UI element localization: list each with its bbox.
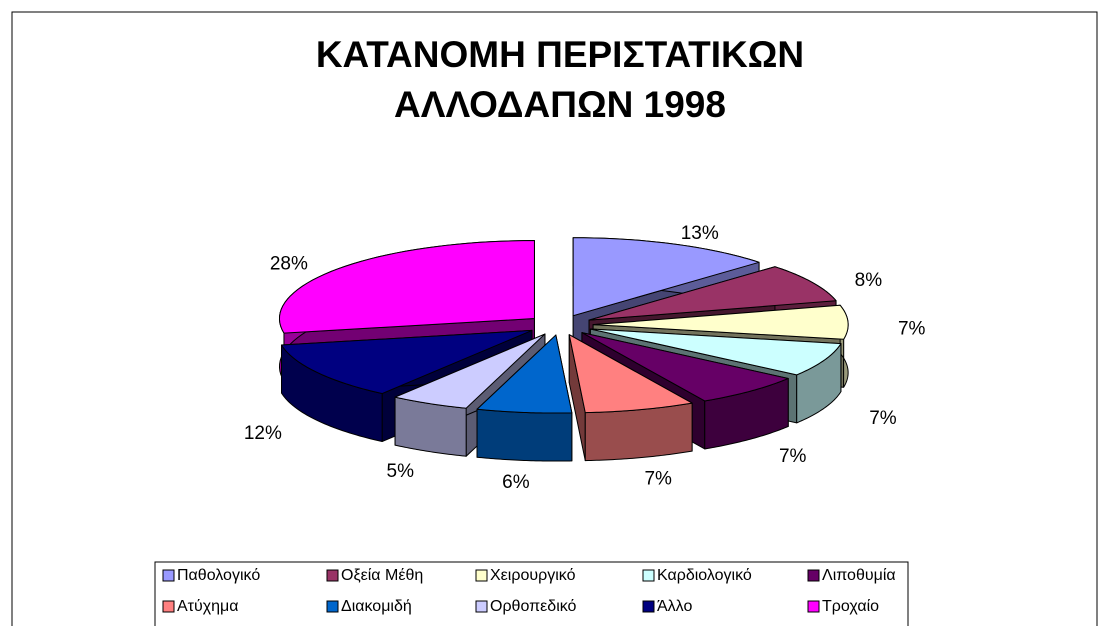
legend-box (154, 561, 909, 626)
data-label: 7% (644, 469, 672, 490)
slice-top (592, 304, 849, 340)
legend-label: Τροχαίο (822, 598, 879, 615)
legend-swatch (162, 600, 175, 613)
slice-top (581, 332, 789, 402)
slice-top (568, 334, 693, 414)
data-label: 8% (855, 270, 883, 291)
legend-label: Ατύχημα (177, 598, 239, 615)
legend-swatch (162, 569, 175, 582)
slice-top (281, 329, 533, 395)
legend-label: Λιποθυμία (822, 567, 896, 584)
legend-label: Παθολογικό (177, 567, 260, 584)
pie-slice (476, 334, 573, 462)
legend-label: Ορθοπεδικό (490, 598, 577, 615)
slice-top (572, 237, 760, 317)
legend-label: Χειρουργικό (490, 567, 576, 584)
data-label: 7% (869, 408, 897, 429)
slice-top (476, 334, 573, 414)
slice-wall (476, 408, 573, 462)
data-label: 28% (270, 253, 308, 274)
slice-top (589, 328, 842, 376)
chart-title: ΚΑΤΑΝΟΜΗ ΠΕΡΙΣΤΑΤΙΚΩΝ (316, 34, 804, 75)
legend-label: Καρδιολογικό (657, 567, 752, 584)
pie-slice (568, 334, 693, 462)
data-label: 7% (898, 319, 926, 340)
chart-title: ΑΛΛΟΔΑΠΩΝ 1998 (394, 84, 726, 125)
legend-label: Διακομιδή (341, 598, 412, 615)
legend-label: Οξεία Μέθη (341, 567, 423, 584)
data-label: 13% (681, 223, 719, 244)
legend-swatch (807, 600, 820, 613)
slice-top (278, 240, 535, 334)
chart-frame (11, 11, 1098, 626)
legend-swatch (475, 569, 488, 582)
data-label: 12% (244, 423, 282, 444)
legend-swatch (642, 600, 655, 613)
data-label: 6% (502, 472, 530, 493)
data-label: 5% (387, 461, 415, 482)
slice-top (588, 266, 837, 321)
data-label: 7% (779, 446, 807, 467)
legend-label: Άλλο (657, 598, 692, 615)
legend-swatch (642, 569, 655, 582)
legend-swatch (326, 569, 339, 582)
legend-swatch (326, 600, 339, 613)
legend-swatch (807, 569, 820, 582)
slice-top (394, 333, 546, 409)
legend-swatch (475, 600, 488, 613)
